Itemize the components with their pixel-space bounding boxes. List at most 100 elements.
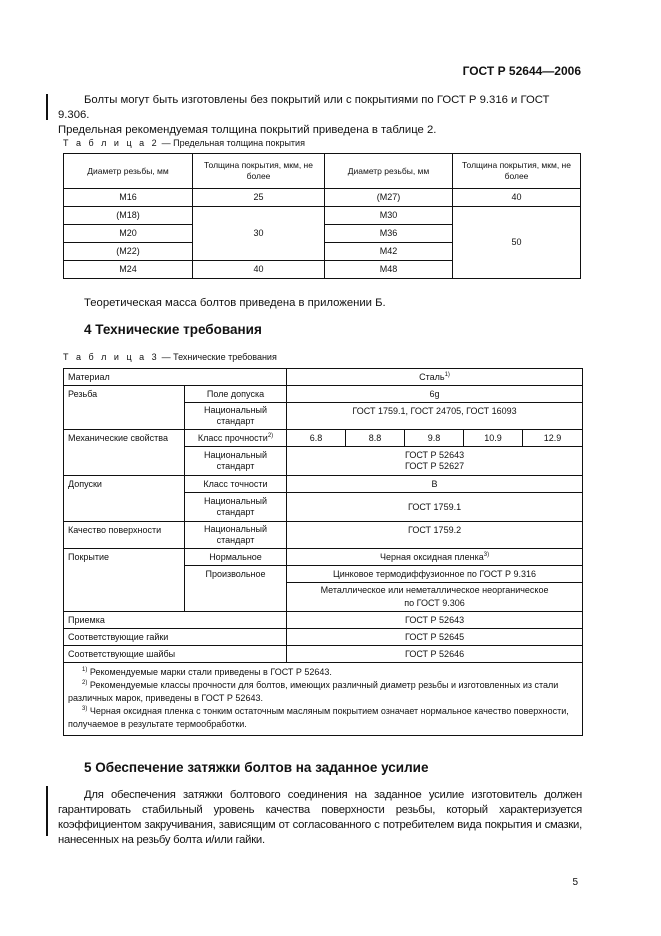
table-cell: 40 [452,188,581,207]
table3-caption: Т а б л и ц а 3 — Технические требования [63,352,277,362]
cell-text: Металлическое или неметаллическое неорга… [320,585,549,595]
cell-text: по ГОСТ 9.306 [404,598,465,608]
table-row: Национальный стандарт ГОСТ 1759.1, ГОСТ … [64,402,584,430]
table-row: Соответствующие шайбы ГОСТ Р 52646 [62,645,584,663]
row-label: Материал [62,368,288,386]
table2-header: Толщина покрытия, мкм, не более [452,153,581,189]
table-cell: М36 [324,224,453,243]
table-row: Допуски Класс точности В [63,475,584,522]
table-cell: Национальный стандарт [183,446,288,476]
table-cell: 30 [192,206,325,261]
footnote: 1) Рекомендуемые марки стали приведены в… [68,666,578,679]
table-cell: Произвольное [183,565,288,612]
table-cell: ГОСТ 1759.1, ГОСТ 24705, ГОСТ 16093 [286,402,584,430]
table-cell: 25 [192,188,325,207]
table-row: (М22) М42 [63,242,581,261]
table3-caption-title: — Технические требования [159,352,277,362]
table-cell: М16 [63,188,193,207]
table-row: Произвольное Цинковое термодиффузионное … [64,565,584,612]
change-bar [46,786,48,836]
table-cell: Национальный стандарт [183,402,288,430]
table-cell: М24 [63,260,193,279]
table-row: Приемка ГОСТ Р 52643 [62,611,584,629]
table-cell: Класс точности [183,475,288,493]
footnote: 2) Рекомендуемые классы прочности для бо… [68,679,578,705]
table2-header: Диаметр резьбы, мм [324,153,453,189]
table2-caption-label: Т а б л и ц а 2 [63,138,160,148]
table-cell: М20 [63,224,193,243]
table-cell: (М18) [63,206,193,225]
cell-text: ГОСТ Р 52643 [404,450,465,460]
table-row: Механические свойства Класс прочности2) … [63,429,584,476]
table-cell: В [286,475,584,493]
table-cell: ГОСТ Р 52643 ГОСТ Р 52627 [286,446,584,476]
footnote: 3) Черная оксидная пленка с тонким остат… [68,705,578,731]
table-row: Качество поверхности Национальный станда… [63,521,584,549]
table-cell: М42 [324,242,453,261]
row-label: Качество поверхности [63,521,185,549]
table3-caption-label: Т а б л и ц а 3 [63,352,160,362]
table2-caption: Т а б л и ц а 2 — Предельная толщина пок… [63,138,305,148]
table-cell: 12.9 [522,429,584,447]
change-bar [46,94,48,120]
table-footnotes: 1) Рекомендуемые марки стали приведены в… [62,662,584,736]
footnote-mark: 2) [82,680,88,686]
row-label: Соответствующие шайбы [62,645,288,663]
footnote-mark: 3) [82,706,88,712]
footnote-text: Черная оксидная пленка с тонким остаточн… [68,706,569,729]
footnote-ref: 3) [483,551,490,558]
table-row: Национальный стандарт ГОСТ 1759.1 [64,492,584,522]
table-cell: 9.8 [404,429,465,447]
table-cell: Класс прочности2) [183,429,288,447]
table-cell: Поле допуска [183,385,288,403]
section-4-heading: 4 Технические требования [84,322,262,337]
section-5-paragraph: Для обеспечения затяжки болтового соедин… [58,789,582,846]
section-5-heading: 5 Обеспечение затяжки болтов на заданное… [84,760,429,775]
table2-header: Толщина покрытия, мкм, не более [192,153,325,189]
footnote-text: Рекомендуемые марки стали приведены в ГО… [87,667,332,677]
cell-text: Класс прочности [197,432,268,443]
table-cell: Национальный стандарт [183,521,288,549]
footnote-ref: 1) [444,371,450,378]
table-cell: 6.8 [286,429,347,447]
row-label: Допуски [63,475,185,522]
table-cell: М30 [324,206,453,225]
table-cell: ГОСТ 1759.2 [286,521,584,549]
table-cell: 10.9 [463,429,524,447]
table-row: Материал Сталь1) [62,368,584,386]
table-cell: Черная оксидная пленка3) [286,548,584,566]
table-row: Соответствующие гайки ГОСТ Р 52645 [62,628,584,646]
footnote-mark: 1) [82,667,88,673]
table-cell: Нормальное [183,548,288,566]
row-label: Механические свойства [63,429,185,476]
footnotes-row: 1) Рекомендуемые марки стали приведены в… [62,662,584,736]
document-number: ГОСТ Р 52644—2006 [462,64,581,78]
table-row: Металлическое или неметаллическое неорга… [64,582,584,612]
table-cell: ГОСТ Р 52643 [286,611,584,629]
row-label: Приемка [62,611,288,629]
table-row: Резьба Поле допуска 6g [63,385,584,430]
row-label: Соответствующие гайки [62,628,288,646]
table-cell: ГОСТ 1759.1 [286,492,584,522]
table-row: М16 25 (М27) 40 [63,188,581,207]
mass-note: Теоретическая масса болтов приведена в п… [84,297,386,309]
cell-text: ГОСТ Р 52627 [404,461,465,471]
table-cell: (М27) [324,188,453,207]
table2-header: Диаметр резьбы, мм [63,153,193,189]
technical-requirements-table: Материал Сталь1) Резьба Поле допуска 6g … [62,368,584,736]
table-cell: Национальный стандарт [183,492,288,522]
table-row: (М18) 30 М30 50 [63,206,581,279]
cell-text: Сталь [419,371,445,382]
intro-paragraph: Болты могут быть изготовлены без покрыти… [58,93,582,138]
table-cell: ГОСТ Р 52646 [286,645,584,663]
intro-line-2: Предельная рекомендуемая толщина покрыти… [58,124,437,136]
table-cell: 50 [452,206,581,279]
cell-text: Черная оксидная пленка [379,551,484,562]
footnote-text: Рекомендуемые классы прочности для болто… [68,680,559,703]
table-cell: Цинковое термодиффузионное по ГОСТ Р 9.3… [286,565,584,583]
table-cell: Металлическое или неметаллическое неорга… [286,582,584,612]
table-cell: 40 [192,260,325,279]
footnote-ref: 2) [267,432,274,439]
table-cell: ГОСТ Р 52645 [286,628,584,646]
table-cell: М48 [324,260,453,279]
